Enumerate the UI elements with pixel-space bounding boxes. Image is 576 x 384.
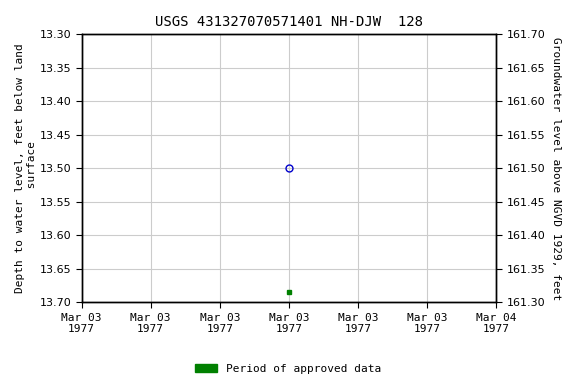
Title: USGS 431327070571401 NH-DJW  128: USGS 431327070571401 NH-DJW 128 xyxy=(155,15,423,29)
Legend: Period of approved data: Period of approved data xyxy=(191,359,385,379)
Y-axis label: Groundwater level above NGVD 1929, feet: Groundwater level above NGVD 1929, feet xyxy=(551,37,561,300)
Y-axis label: Depth to water level, feet below land
 surface: Depth to water level, feet below land su… xyxy=(15,43,37,293)
